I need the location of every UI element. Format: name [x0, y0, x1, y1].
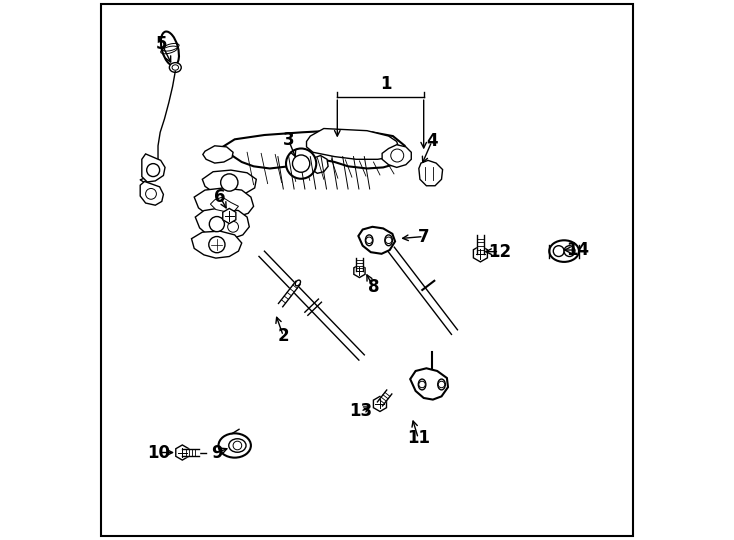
Circle shape — [147, 164, 159, 177]
Polygon shape — [222, 208, 236, 224]
Polygon shape — [354, 265, 365, 278]
Ellipse shape — [418, 379, 426, 390]
Polygon shape — [211, 197, 239, 212]
Circle shape — [228, 221, 239, 232]
Polygon shape — [358, 227, 395, 254]
Polygon shape — [307, 129, 399, 159]
Text: 4: 4 — [426, 132, 437, 151]
Circle shape — [209, 217, 225, 232]
Polygon shape — [182, 449, 198, 456]
Circle shape — [145, 188, 156, 199]
Polygon shape — [310, 156, 328, 173]
Text: 6: 6 — [214, 188, 226, 206]
Circle shape — [208, 237, 225, 253]
Circle shape — [564, 246, 575, 256]
Polygon shape — [195, 208, 250, 239]
Text: 11: 11 — [407, 429, 430, 448]
Polygon shape — [203, 146, 233, 163]
Polygon shape — [374, 396, 387, 411]
Text: 12: 12 — [487, 242, 511, 261]
Circle shape — [385, 237, 392, 244]
Circle shape — [553, 246, 564, 256]
Text: 8: 8 — [368, 278, 379, 296]
Text: 2: 2 — [277, 327, 289, 345]
Ellipse shape — [295, 280, 300, 286]
Polygon shape — [142, 154, 165, 182]
Ellipse shape — [161, 31, 179, 66]
Circle shape — [233, 441, 241, 450]
Circle shape — [292, 155, 310, 172]
Text: 1: 1 — [380, 75, 392, 93]
Polygon shape — [140, 181, 164, 205]
Circle shape — [390, 149, 404, 162]
Circle shape — [366, 237, 372, 244]
Text: 7: 7 — [418, 227, 429, 246]
Polygon shape — [203, 170, 256, 195]
Text: 10: 10 — [148, 443, 170, 462]
Text: 5: 5 — [156, 35, 167, 53]
Circle shape — [438, 381, 445, 388]
Polygon shape — [377, 390, 392, 406]
Ellipse shape — [170, 63, 181, 72]
Polygon shape — [259, 251, 364, 360]
Ellipse shape — [366, 235, 373, 246]
Polygon shape — [356, 258, 363, 271]
Ellipse shape — [385, 235, 393, 246]
Ellipse shape — [172, 65, 178, 70]
Circle shape — [419, 381, 425, 388]
Polygon shape — [195, 188, 254, 218]
Polygon shape — [419, 160, 443, 186]
Polygon shape — [410, 368, 448, 400]
Ellipse shape — [437, 379, 446, 390]
Text: 3: 3 — [283, 131, 294, 150]
Polygon shape — [477, 235, 484, 254]
Polygon shape — [278, 281, 300, 307]
Polygon shape — [473, 246, 487, 262]
Text: 14: 14 — [566, 241, 589, 259]
Ellipse shape — [219, 433, 251, 458]
Text: 13: 13 — [349, 402, 372, 421]
Circle shape — [286, 148, 316, 179]
Text: 9: 9 — [211, 443, 223, 462]
Polygon shape — [216, 131, 406, 168]
Polygon shape — [388, 247, 457, 334]
Ellipse shape — [229, 438, 246, 453]
Circle shape — [221, 174, 238, 191]
Polygon shape — [382, 145, 411, 167]
Ellipse shape — [549, 240, 579, 262]
Polygon shape — [192, 231, 241, 258]
Polygon shape — [175, 445, 189, 460]
